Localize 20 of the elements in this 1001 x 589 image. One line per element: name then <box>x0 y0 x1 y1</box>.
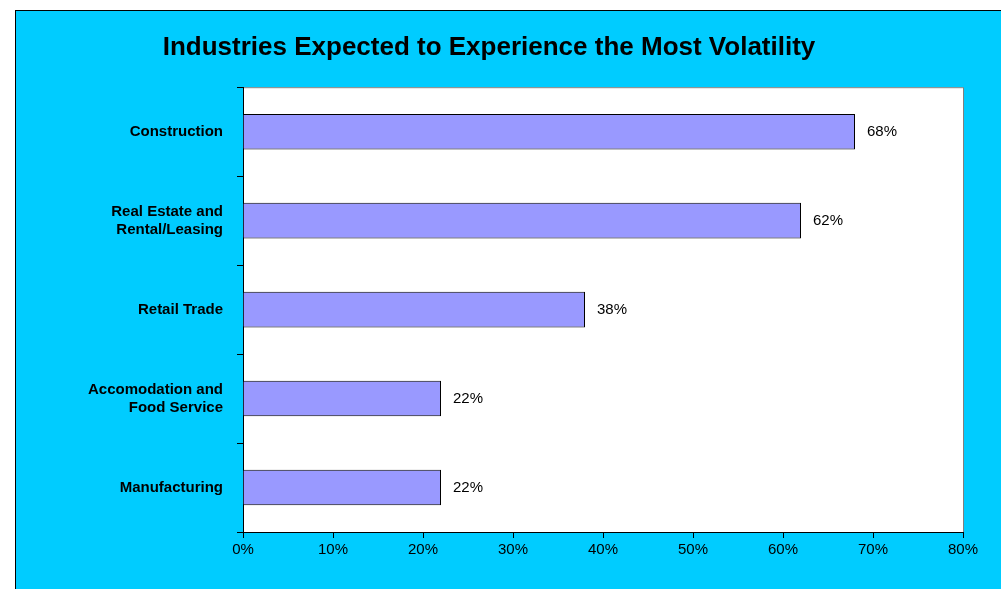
x-tick-label: 50% <box>677 540 709 558</box>
x-tick-label: 30% <box>497 540 529 558</box>
x-tick-label: 70% <box>857 540 889 558</box>
y-tick-label: Retail Trade <box>137 299 223 317</box>
data-label: 22% <box>453 388 484 406</box>
x-tick-label: 80% <box>947 540 979 558</box>
y-tick-label: Accomodation and Food Service <box>87 379 223 415</box>
y-tick-label: Manufacturing <box>119 477 223 495</box>
data-label: 62% <box>813 210 844 228</box>
x-tick-label: 10% <box>317 540 349 558</box>
data-label: 22% <box>453 477 484 495</box>
data-label: 38% <box>597 299 628 317</box>
y-tick-label: Construction <box>129 121 223 139</box>
data-label: 68% <box>867 121 898 139</box>
x-tick-label: 20% <box>407 540 439 558</box>
x-tick-label: 0% <box>232 540 254 558</box>
x-tick-label: 60% <box>767 540 799 558</box>
y-tick-label: Real Estate and Rental/Leasing <box>111 201 223 237</box>
chart-title: Industries Expected to Experience the Most Volatility <box>162 30 816 61</box>
x-tick-label: 40% <box>587 540 619 558</box>
